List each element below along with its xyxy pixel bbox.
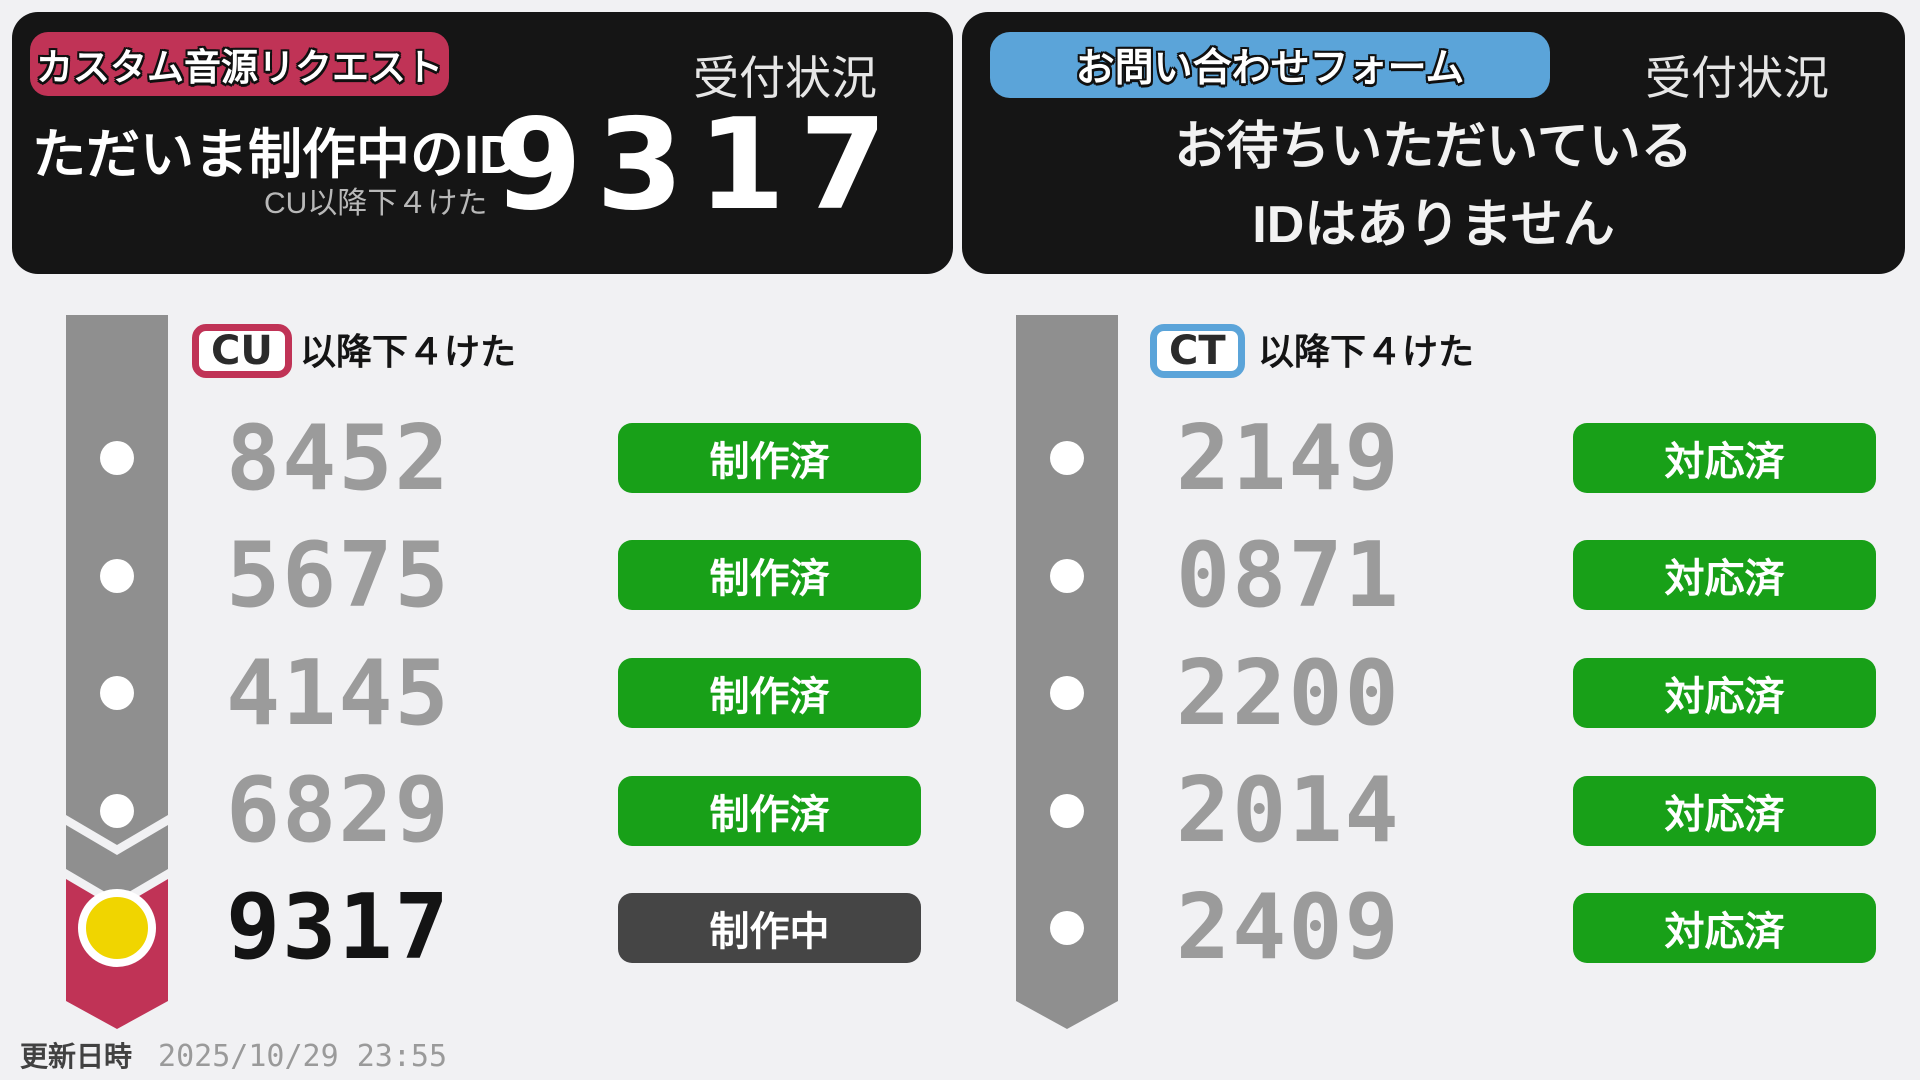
current-production-id: 9317 <box>494 91 901 238</box>
prefix-note-left: 以降下４けた <box>300 331 517 372</box>
timeline-dot <box>1050 794 1084 828</box>
status-badge: 制作済 <box>618 423 921 493</box>
timeline-dot <box>100 676 134 710</box>
queue-id-number: 6829 <box>226 758 451 863</box>
queue-id-number-current: 9317 <box>226 875 451 980</box>
timeline-dot <box>100 559 134 593</box>
queue-id-number: 5675 <box>226 523 451 628</box>
status-badge: 対応済 <box>1573 893 1876 963</box>
status-badge: 対応済 <box>1573 540 1876 610</box>
status-badge: 対応済 <box>1573 423 1876 493</box>
timeline-dot <box>1050 911 1084 945</box>
timeline-dot <box>1050 559 1084 593</box>
custom-request-badge: カスタム音源リクエスト <box>30 32 449 96</box>
queue-id-number: 2149 <box>1176 406 1401 511</box>
reception-status-title-right: 受付状況 <box>1645 52 1829 104</box>
no-waiting-message: お待ちいただいている IDはありません <box>962 108 1905 264</box>
timeline-bar-right <box>1016 315 1118 1029</box>
queue-id-number: 2200 <box>1176 641 1401 746</box>
in-production-sublabel: CU以降下４けた <box>264 187 488 220</box>
custom-request-panel: カスタム音源リクエスト 受付状況 ただいま制作中のID CU以降下４けた 931… <box>12 12 953 274</box>
status-badge-in-progress: 制作中 <box>618 893 921 963</box>
queue-id-number: 4145 <box>226 641 451 746</box>
prefix-note-right: 以降下４けた <box>1258 331 1475 372</box>
in-production-label: ただいま制作中のID <box>32 125 518 185</box>
no-waiting-message-line1: お待ちいただいている <box>1174 118 1693 176</box>
current-position-dot <box>78 889 156 967</box>
queue-id-number: 2014 <box>1176 758 1401 863</box>
prefix-badge-ct: CT <box>1150 324 1245 378</box>
prefix-badge-cu: CU <box>192 324 292 378</box>
contact-form-panel: お問い合わせフォーム 受付状況 お待ちいただいている IDはありません <box>962 12 1905 274</box>
update-timestamp: 更新日時 2025/10/29 23:55 <box>20 1035 447 1075</box>
timeline-dot <box>100 441 134 475</box>
reception-status-title-left: 受付状況 <box>693 52 877 104</box>
timeline-dot <box>1050 676 1084 710</box>
status-badge: 対応済 <box>1573 776 1876 846</box>
queue-id-number: 8452 <box>226 406 451 511</box>
timeline-dot <box>100 794 134 828</box>
timeline-dot <box>1050 441 1084 475</box>
status-badge: 制作済 <box>618 658 921 728</box>
update-timestamp-label: 更新日時 <box>20 1041 133 1072</box>
queue-id-number: 2409 <box>1176 875 1401 980</box>
status-badge: 制作済 <box>618 776 921 846</box>
queue-id-number: 0871 <box>1176 523 1401 628</box>
contact-form-badge: お問い合わせフォーム <box>990 32 1550 98</box>
update-timestamp-value: 2025/10/29 23:55 <box>158 1039 447 1074</box>
status-badge: 対応済 <box>1573 658 1876 728</box>
no-waiting-message-line2: IDはありません <box>1252 196 1615 254</box>
status-badge: 制作済 <box>618 540 921 610</box>
